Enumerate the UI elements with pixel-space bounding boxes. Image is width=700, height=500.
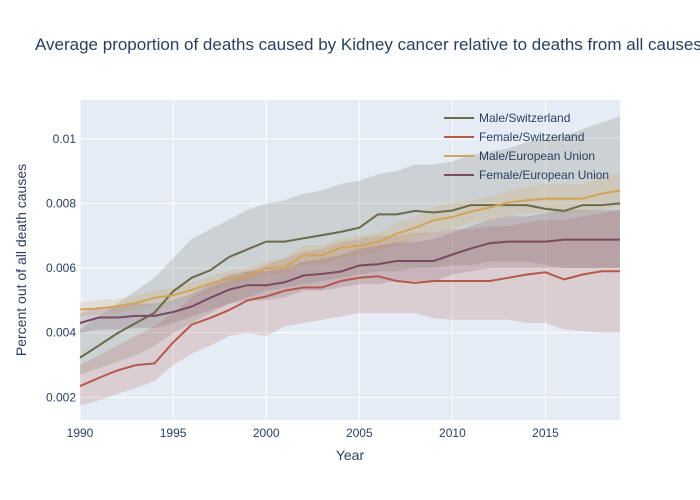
y-tick-label: 0.008 [46, 196, 76, 210]
legend-label: Male/Switzerland [479, 111, 570, 125]
confidence-band [80, 116, 620, 375]
y-tick-label: 0.004 [46, 326, 76, 340]
confidence-band [80, 209, 620, 333]
series-line [79, 270, 620, 388]
confidence-bands [80, 116, 620, 406]
y-axis-ticks: 0.002 0.004 0.006 0.008 0.01 [46, 132, 76, 405]
x-tick-label: 2005 [346, 426, 373, 440]
x-tick-label: 2015 [532, 426, 559, 440]
x-tick-label: 2000 [253, 426, 280, 440]
x-tick-label: 1990 [67, 426, 94, 440]
x-axis-title: Year [336, 447, 365, 463]
series-lines [79, 189, 621, 388]
legend-label: Male/European Union [479, 149, 595, 163]
legend: Male/Switzerland Female/Switzerland Male/E… [444, 111, 609, 182]
legend-label: Female/European Union [479, 168, 609, 182]
y-tick-label: 0.002 [46, 390, 76, 404]
x-tick-label: 1995 [160, 426, 187, 440]
x-tick-label: 2010 [439, 426, 466, 440]
y-tick-label: 0.006 [46, 261, 76, 275]
series-line [79, 189, 621, 311]
chart-title: Average proportion of deaths caused by K… [35, 35, 700, 54]
confidence-band [80, 174, 620, 317]
legend-label: Female/Switzerland [479, 130, 584, 144]
grid-lines [79, 100, 620, 420]
plot-background [80, 100, 620, 420]
series-line [79, 238, 620, 324]
y-axis-title: Percent out of all death causes [13, 164, 29, 356]
y-tick-label: 0.01 [53, 132, 77, 146]
x-axis-ticks: 1990 1995 2000 2005 2010 2015 [67, 426, 560, 440]
confidence-band [80, 209, 620, 406]
